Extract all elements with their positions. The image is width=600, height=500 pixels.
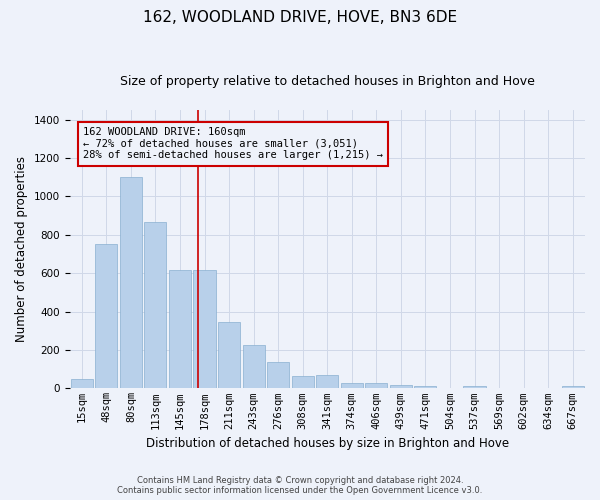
Y-axis label: Number of detached properties: Number of detached properties (15, 156, 28, 342)
Bar (316, 375, 338, 388)
Bar (341, 382, 363, 388)
Bar (415, 386, 436, 388)
Text: Contains HM Land Registry data © Crown copyright and database right 2024.
Contai: Contains HM Land Registry data © Crown c… (118, 476, 482, 495)
Title: Size of property relative to detached houses in Brighton and Hove: Size of property relative to detached ho… (120, 75, 535, 88)
Text: 162 WOODLAND DRIVE: 160sqm
← 72% of detached houses are smaller (3,051)
28% of s: 162 WOODLAND DRIVE: 160sqm ← 72% of deta… (83, 128, 383, 160)
Bar (95, 244, 118, 388)
Bar (242, 345, 265, 389)
Bar (463, 386, 485, 388)
Bar (267, 362, 289, 388)
Text: 162, WOODLAND DRIVE, HOVE, BN3 6DE: 162, WOODLAND DRIVE, HOVE, BN3 6DE (143, 10, 457, 25)
Bar (193, 270, 215, 388)
Bar (218, 322, 240, 388)
Bar (71, 379, 93, 388)
Bar (562, 386, 584, 388)
Bar (365, 382, 388, 388)
X-axis label: Distribution of detached houses by size in Brighton and Hove: Distribution of detached houses by size … (146, 437, 509, 450)
Bar (169, 270, 191, 388)
Bar (292, 376, 314, 388)
Bar (120, 177, 142, 388)
Bar (390, 384, 412, 388)
Bar (145, 222, 166, 388)
